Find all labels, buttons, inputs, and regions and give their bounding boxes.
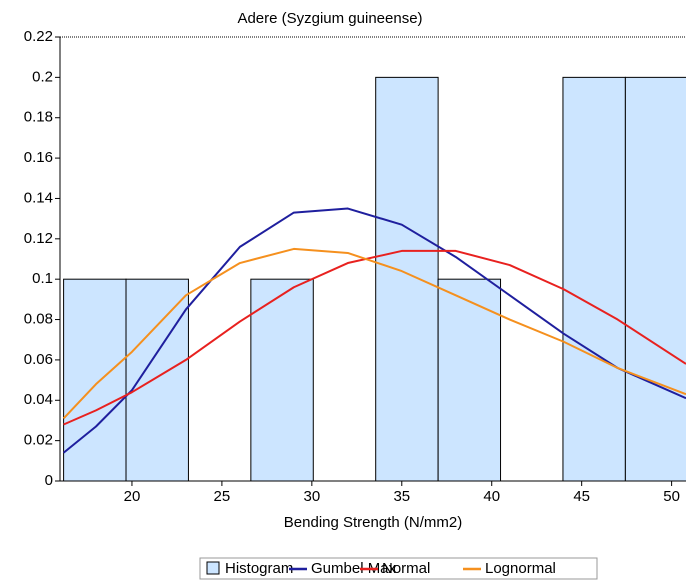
legend-label: Lognormal bbox=[485, 560, 556, 577]
x-tick-label: 45 bbox=[573, 488, 590, 505]
y-tick-label: 0.1 bbox=[32, 270, 53, 287]
x-tick-label: 25 bbox=[214, 488, 231, 505]
legend-label: Gumbel Max bbox=[311, 560, 397, 577]
x-tick-label: 30 bbox=[303, 488, 320, 505]
y-tick-label: 0.12 bbox=[24, 230, 53, 247]
histogram-bar bbox=[250, 278, 314, 481]
y-tick-label: 0.2 bbox=[32, 68, 53, 85]
y-tick-label: 0.14 bbox=[24, 189, 53, 206]
chart-title: Adere (Syzgium guineense) bbox=[237, 10, 422, 27]
y-tick-label: 0.18 bbox=[24, 109, 53, 126]
y-tick-label: 0.16 bbox=[24, 149, 53, 166]
fit-curve bbox=[63, 249, 686, 426]
x-tick-label: 20 bbox=[124, 488, 141, 505]
y-tick-label: 0.02 bbox=[24, 432, 53, 449]
legend bbox=[199, 557, 598, 580]
fit-curve bbox=[62, 207, 686, 454]
x-tick-label: 40 bbox=[483, 488, 500, 505]
histogram-bar bbox=[562, 76, 626, 481]
y-tick-label: 0.06 bbox=[24, 351, 53, 368]
histogram-bar bbox=[125, 278, 189, 481]
plot-area bbox=[62, 76, 686, 481]
x-tick-label: 35 bbox=[393, 488, 410, 505]
legend-swatch bbox=[206, 561, 220, 575]
y-tick-label: 0.08 bbox=[24, 311, 53, 328]
legend-label: Histogram bbox=[225, 560, 293, 577]
histogram-bar bbox=[624, 76, 686, 481]
y-tick-label: 0 bbox=[45, 472, 53, 489]
y-tick-label: 0.22 bbox=[24, 28, 53, 45]
x-axis-label: Bending Strength (N/mm2) bbox=[284, 514, 462, 531]
histogram-bar bbox=[63, 278, 127, 481]
histogram-bar bbox=[437, 278, 502, 481]
x-tick-label: 50 bbox=[663, 488, 680, 505]
y-tick-label: 0.04 bbox=[24, 391, 53, 408]
histogram-bar bbox=[375, 76, 439, 481]
fit-curve bbox=[62, 247, 686, 420]
legend-label: Normal bbox=[382, 560, 430, 577]
